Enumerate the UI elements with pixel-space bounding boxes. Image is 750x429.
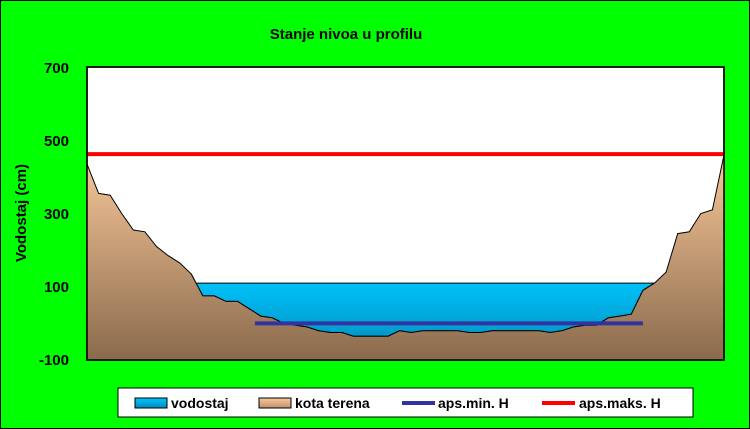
terrain-area [87,154,724,360]
legend: vodostaj kota terena aps.min. H aps.maks… [117,387,694,418]
y-axis-label: Vodostaj (cm) [13,164,30,262]
terrain-outline [86,154,725,337]
y-tick-label: -100 [39,352,69,369]
legend-swatch-water [134,397,168,409]
plot-border [86,66,725,361]
legend-label-terrain: kota terena [295,395,370,411]
y-tick-label: 700 [44,60,69,77]
y-tick-label: 500 [44,133,69,150]
legend-swatch-terrain [258,397,292,409]
legend-label-max: aps.maks. H [579,395,661,411]
chart-title: Stanje nivoa u profilu [270,26,423,43]
legend-label-water: vodostaj [171,395,229,411]
legend-label-min: aps.min. H [438,395,509,411]
y-tick-label: 300 [44,206,69,223]
y-tick-label: 100 [44,279,69,296]
